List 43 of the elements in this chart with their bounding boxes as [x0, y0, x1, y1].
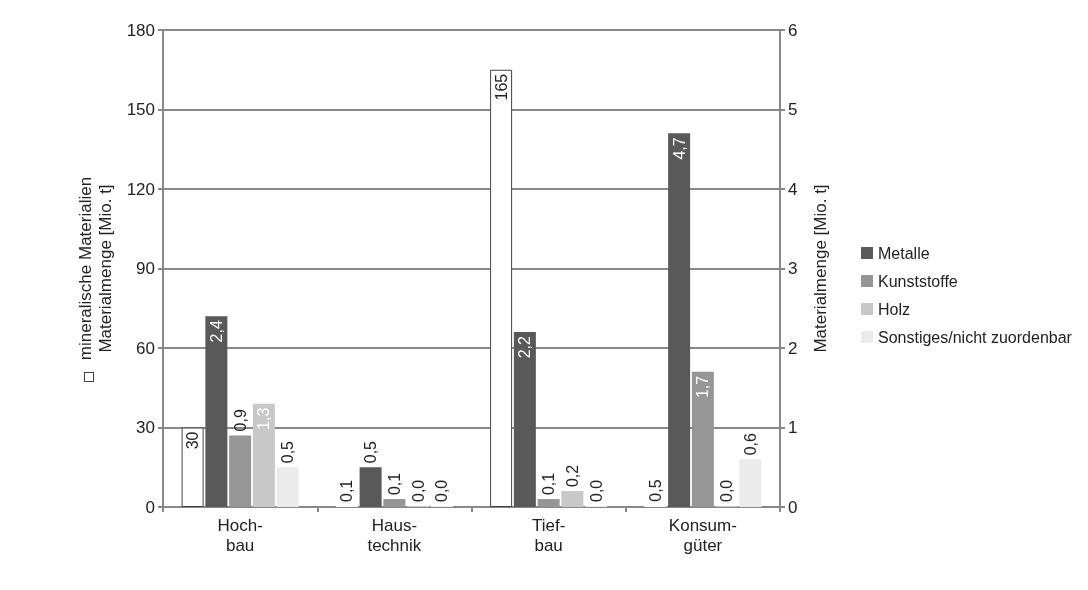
data-label: 0,0 — [433, 479, 451, 502]
legend-label: Sonstiges/nicht zuordenbar — [878, 328, 1073, 346]
y-tick-label: 180 — [126, 20, 155, 40]
y2-tick-label: 2 — [788, 338, 798, 358]
legend-label: Metalle — [878, 244, 930, 262]
data-label: 0,5 — [646, 479, 664, 502]
data-label: 0,9 — [231, 409, 249, 432]
data-label: 0,5 — [362, 440, 380, 464]
data-label: 2,4 — [207, 320, 225, 343]
y2-tick-label: 6 — [788, 20, 798, 40]
data-label: 0,1 — [540, 472, 558, 496]
y2-tick-label: 1 — [788, 418, 798, 437]
y-tick-label: 90 — [136, 259, 155, 278]
x-tick-label: Konsum- güter — [668, 515, 737, 555]
data-label: 4,7 — [670, 137, 688, 160]
y-tick-label: 120 — [126, 179, 155, 199]
y-tick-label: 30 — [136, 418, 155, 437]
data-label: 2,2 — [516, 336, 534, 359]
x-tick-label: Hoch- bau — [217, 515, 263, 555]
data-label: 0,1 — [338, 479, 356, 502]
data-label: 1,7 — [694, 375, 712, 399]
y-tick-label: 60 — [136, 338, 155, 358]
y2-axis-title: Materialmenge [Mio. t] — [810, 184, 830, 353]
data-label: 0,2 — [563, 464, 581, 488]
data-label: 165 — [492, 73, 510, 101]
data-label: 0,6 — [741, 432, 759, 456]
y2-tick-label: 5 — [788, 100, 798, 119]
legend-label: Kunststoffe — [878, 272, 958, 290]
data-label: 0,0 — [587, 479, 605, 502]
x-tick-label: Haus- technik — [367, 515, 422, 555]
y2-tick-label: 0 — [788, 497, 798, 517]
data-label: 0,0 — [409, 479, 427, 502]
y2-tick-label: 4 — [788, 179, 798, 199]
x-tick-label: Tief- bau — [531, 515, 566, 555]
data-label: 30 — [184, 431, 202, 450]
data-label: 0,1 — [385, 472, 403, 496]
y-axis-title: mineralische Materialien Materialmenge [Mio. t] — [75, 176, 115, 361]
data-label: 0,5 — [279, 440, 297, 464]
y-tick-label: 150 — [126, 100, 155, 119]
data-label: 0,0 — [718, 479, 736, 502]
legend-label: Holz — [878, 300, 911, 318]
y2-tick-label: 3 — [788, 259, 798, 278]
y-tick-label: 0 — [145, 497, 155, 517]
